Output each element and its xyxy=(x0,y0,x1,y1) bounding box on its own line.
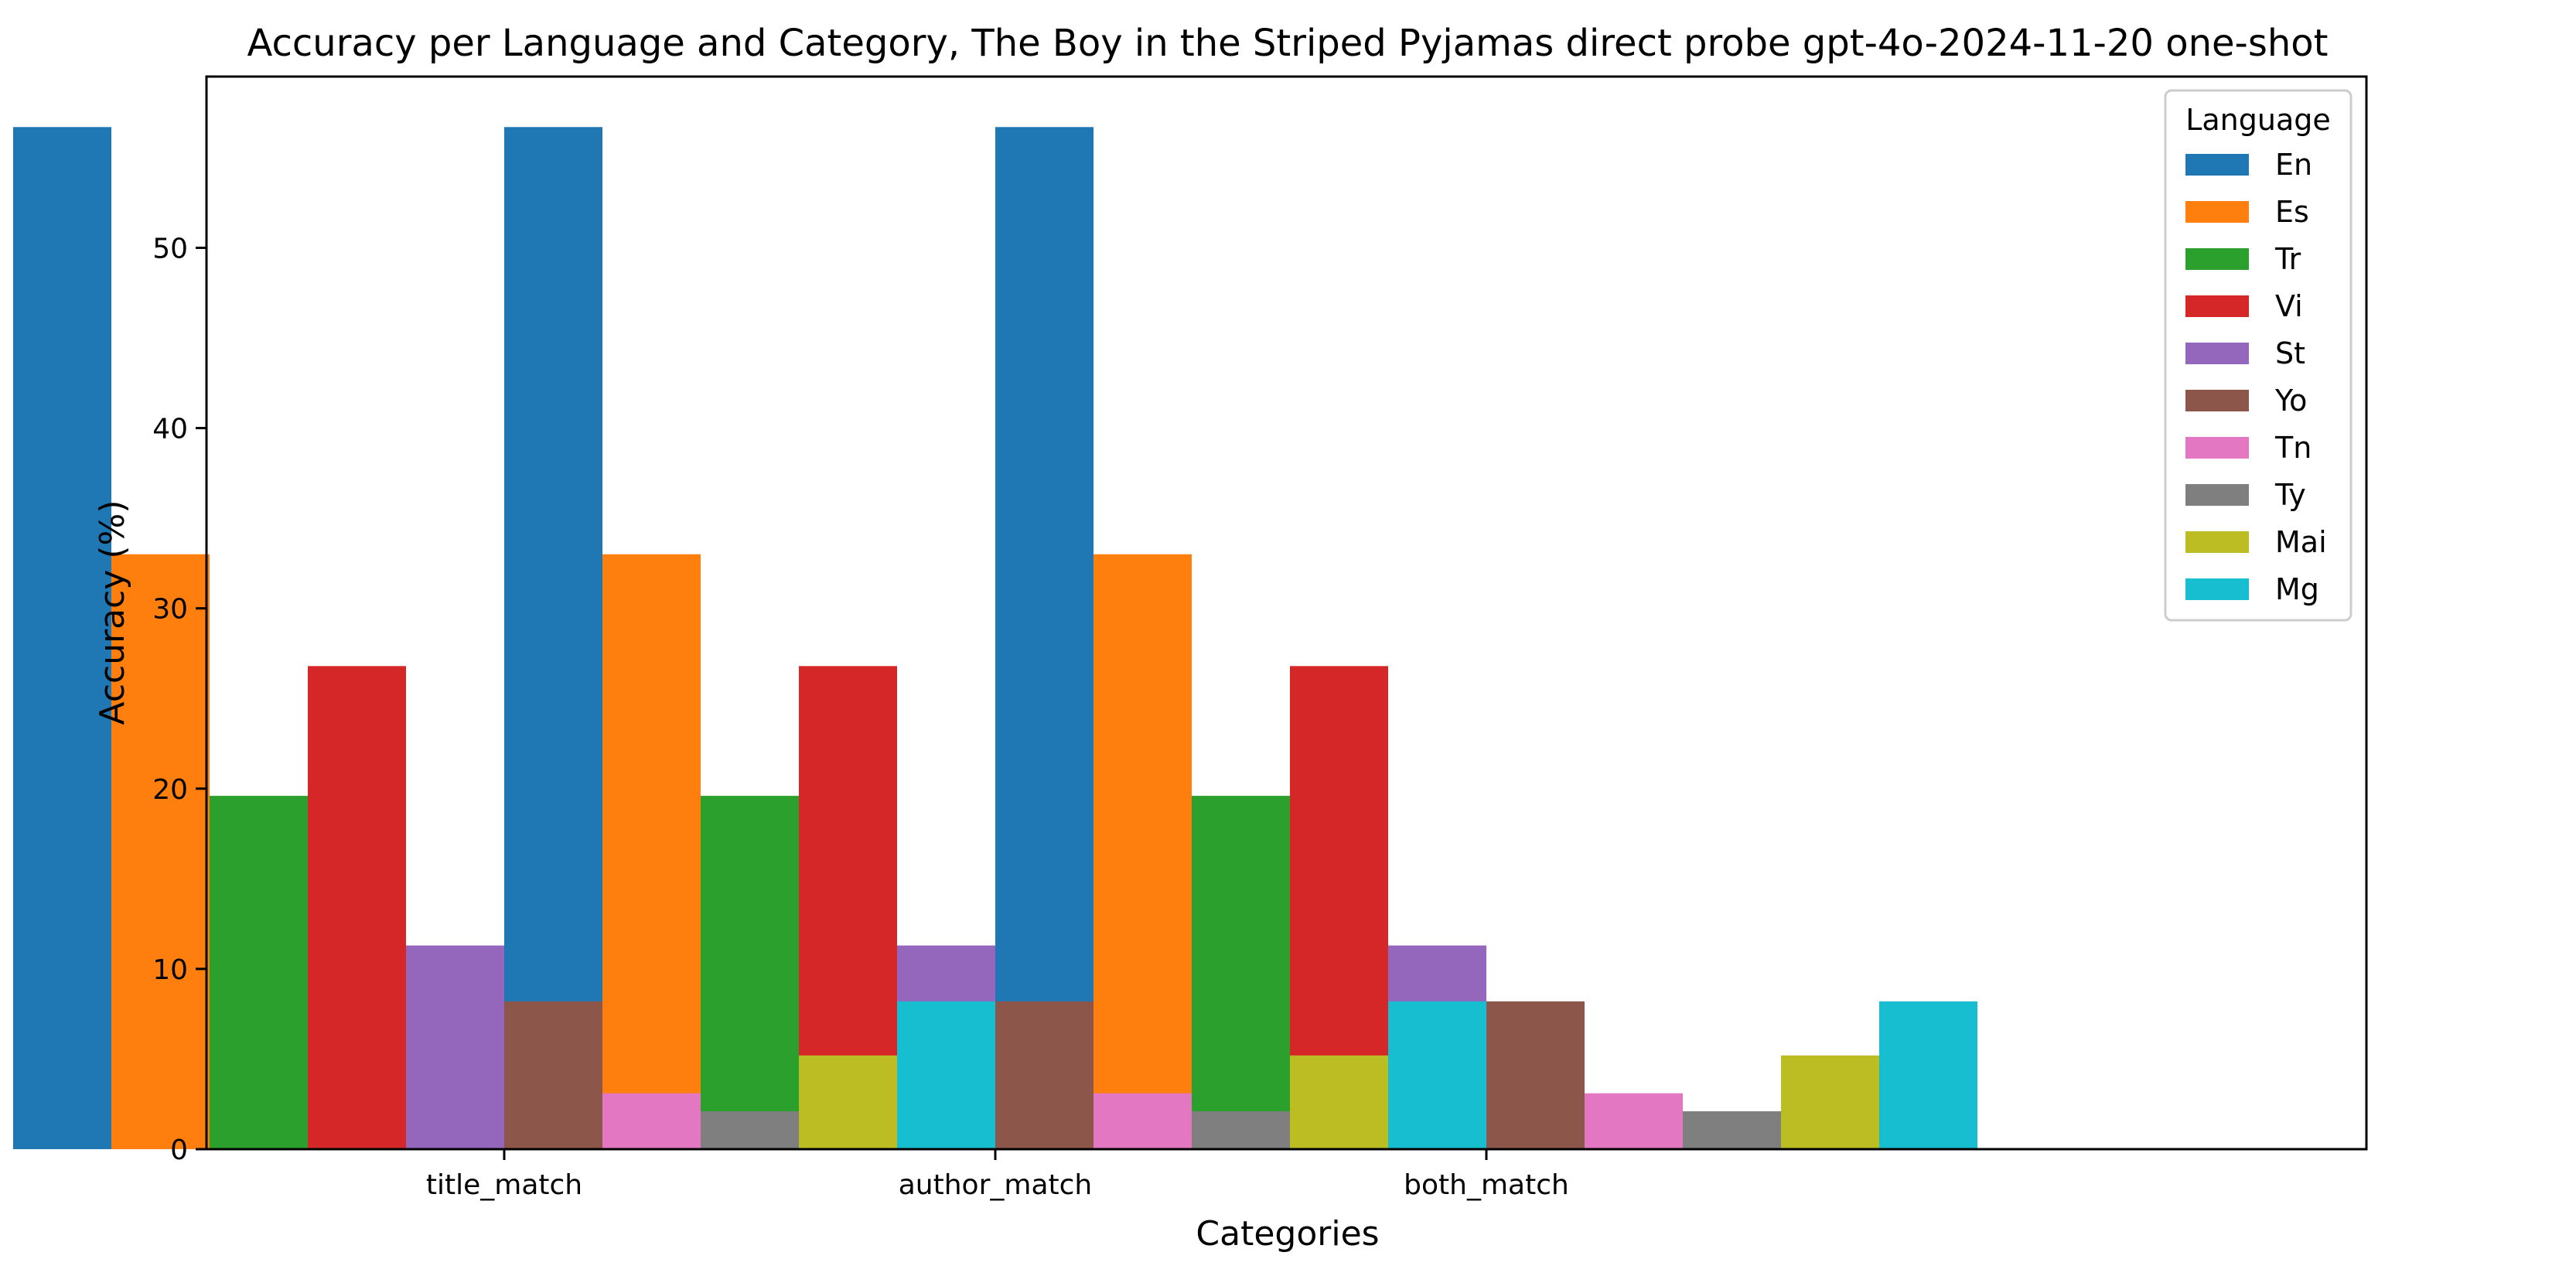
bar-es-author_match xyxy=(602,554,701,1149)
legend-label-tn: Tn xyxy=(2274,431,2312,465)
legend-label-es: Es xyxy=(2275,195,2309,229)
bar-mai-author_match xyxy=(1290,1055,1388,1149)
x-axis-label: Categories xyxy=(1196,1214,1379,1254)
legend-label-yo: Yo xyxy=(2274,384,2307,418)
legend-swatch-yo xyxy=(2185,390,2249,411)
bar-st-title_match xyxy=(406,945,504,1149)
y-tick-label: 10 xyxy=(152,954,188,986)
bar-yo-both_match xyxy=(1486,1001,1585,1149)
bar-tn-both_match xyxy=(1585,1093,1683,1149)
bar-tn-author_match xyxy=(1094,1093,1192,1149)
x-tick-label: author_match xyxy=(899,1169,1093,1201)
bar-mg-title_match xyxy=(897,1001,995,1149)
plot-frame xyxy=(205,75,2368,1151)
bar-es-title_match xyxy=(111,554,210,1149)
legend-label-en: En xyxy=(2275,148,2312,182)
bar-es-both_match xyxy=(1094,554,1192,1149)
x-axis: title_match author_match both_match xyxy=(426,1149,1569,1201)
bar-mai-title_match xyxy=(799,1055,897,1149)
legend-label-mg: Mg xyxy=(2275,572,2319,606)
legend-swatch-mg xyxy=(2185,578,2249,600)
legend: Language En Es Tr Vi St Yo Tn Ty Mai Mg xyxy=(2164,89,2353,622)
legend-swatch-st xyxy=(2185,343,2249,364)
bar-tn-title_match xyxy=(602,1093,701,1149)
y-axis: 0 10 20 30 40 50 xyxy=(152,233,206,1166)
legend-label-tr: Tr xyxy=(2274,242,2301,276)
bar-ty-both_match xyxy=(1683,1111,1781,1149)
legend-swatch-tn xyxy=(2185,437,2249,459)
x-tick-label: title_match xyxy=(426,1169,582,1201)
y-axis-label: Accuracy (%) xyxy=(93,500,132,725)
y-tick-label: 0 xyxy=(170,1134,188,1166)
bar-en-title_match xyxy=(13,127,111,1149)
legend-swatch-es xyxy=(2185,201,2249,223)
legend-label-st: St xyxy=(2275,336,2305,370)
legend-label-vi: Vi xyxy=(2275,289,2303,323)
bar-tr-author_match xyxy=(701,796,799,1149)
bar-yo-author_match xyxy=(995,1001,1094,1149)
legend-swatch-tr xyxy=(2185,248,2249,270)
y-tick-label: 50 xyxy=(152,233,188,264)
bar-mai-both_match xyxy=(1781,1055,1879,1149)
legend-swatch-vi xyxy=(2185,295,2249,317)
bar-en-both_match xyxy=(995,127,1094,1149)
bar-tr-title_match xyxy=(210,796,308,1149)
x-tick-label: both_match xyxy=(1404,1169,1569,1201)
bar-vi-title_match xyxy=(308,666,406,1149)
legend-swatch-mai xyxy=(2185,531,2249,553)
bar-yo-title_match xyxy=(504,1001,602,1149)
bar-mg-both_match xyxy=(1879,1001,1977,1149)
bar-tr-both_match xyxy=(1192,796,1290,1149)
legend-label-ty: Ty xyxy=(2274,478,2306,512)
y-tick-label: 30 xyxy=(152,594,188,626)
legend-swatch-ty xyxy=(2185,484,2249,506)
legend-title: Language xyxy=(2185,103,2331,137)
legend-swatch-en xyxy=(2185,154,2249,176)
bar-en-author_match xyxy=(504,127,602,1149)
bar-ty-title_match xyxy=(701,1111,799,1149)
chart-title: Accuracy per Language and Category, The … xyxy=(247,22,2329,65)
bar-ty-author_match xyxy=(1192,1111,1290,1149)
bar-mg-author_match xyxy=(1388,1001,1486,1149)
y-tick-label: 40 xyxy=(152,414,188,445)
plot-area: 0 10 20 30 40 50 title_match author_match both_… xyxy=(13,75,2368,1201)
bars-layer xyxy=(13,127,1977,1149)
legend-label-mai: Mai xyxy=(2275,525,2327,559)
y-tick-label: 20 xyxy=(152,774,188,806)
